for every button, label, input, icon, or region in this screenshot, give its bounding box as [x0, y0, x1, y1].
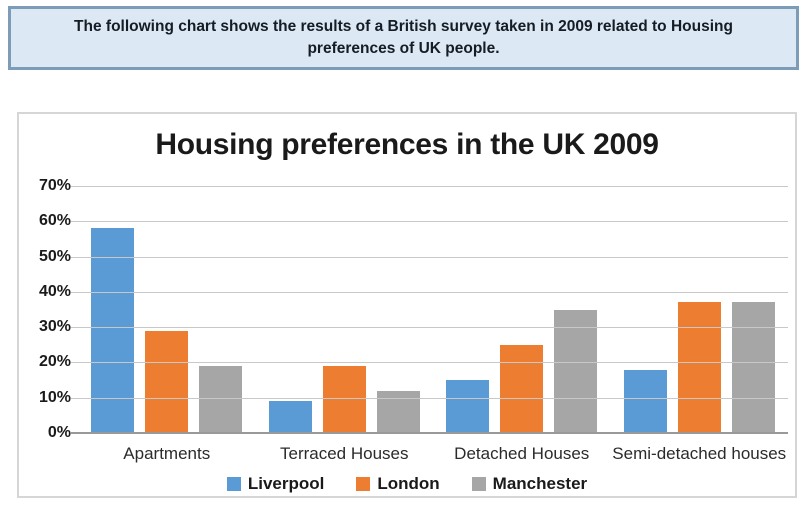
x-category-label: Detached Houses: [454, 444, 590, 463]
legend-item-liverpool: Liverpool: [226, 474, 325, 494]
bar-group-apartments: [78, 186, 256, 433]
chart-container: Housing preferences in the UK 2009 70% 60…: [17, 112, 797, 498]
y-tick-label: 40%: [38, 282, 71, 300]
x-axis-labels: Apartments Terraced Houses Detached Houses…: [78, 444, 788, 464]
bar-groups: [78, 186, 788, 433]
y-tick-label: 60%: [38, 212, 71, 230]
y-tick-label: 10%: [38, 388, 71, 406]
gridline: [71, 362, 788, 364]
gridline: [71, 256, 788, 258]
x-category-label: Apartments: [123, 444, 211, 463]
gridline: [71, 397, 788, 399]
bar-liverpool: [446, 380, 490, 433]
bar-london: [322, 365, 366, 433]
bar-london: [500, 344, 544, 433]
bar-group-detached-houses: [433, 186, 611, 433]
x-category-label: Semi-detached houses: [612, 444, 787, 463]
bar-manchester: [731, 302, 775, 433]
y-tick-label: 70%: [38, 177, 71, 194]
legend: Liverpool London Manchester: [19, 474, 795, 494]
bar-manchester: [554, 309, 598, 433]
bar-liverpool: [91, 228, 135, 433]
legend-swatch-icon: [471, 477, 486, 491]
legend-swatch-icon: [226, 477, 241, 491]
legend-item-manchester: Manchester: [471, 474, 588, 494]
bar-liverpool: [268, 401, 312, 433]
gridline: [71, 221, 788, 223]
bar-london: [145, 330, 189, 433]
y-tick-label: 0%: [47, 424, 71, 441]
survey-description-text: The following chart shows the results of…: [74, 18, 733, 57]
gridline: [71, 186, 788, 187]
survey-description-box: The following chart shows the results of…: [8, 6, 799, 70]
bar-liverpool: [623, 369, 667, 433]
bar-group-terraced-houses: [256, 186, 434, 433]
x-category-label: Terraced Houses: [279, 444, 409, 463]
legend-swatch-icon: [356, 477, 371, 491]
legend-item-london: London: [356, 474, 440, 494]
legend-label: London: [377, 474, 440, 493]
bar-group-semi-detached-houses: [611, 186, 789, 433]
y-axis-labels: 70% 60% 50% 40% 30% 20% 10% 0%: [25, 177, 71, 441]
gridline: [71, 327, 788, 329]
bar-london: [677, 302, 721, 433]
y-tick-label: 30%: [38, 318, 71, 336]
x-axis-line: [71, 432, 788, 434]
y-tick-label: 50%: [38, 247, 71, 265]
legend-label: Liverpool: [247, 474, 325, 493]
legend-label: Manchester: [492, 474, 588, 493]
plot-area: [71, 186, 788, 434]
gridline: [71, 291, 788, 293]
chart-title: Housing preferences in the UK 2009: [155, 128, 659, 161]
bar-manchester: [199, 365, 243, 433]
y-tick-label: 20%: [38, 353, 71, 371]
